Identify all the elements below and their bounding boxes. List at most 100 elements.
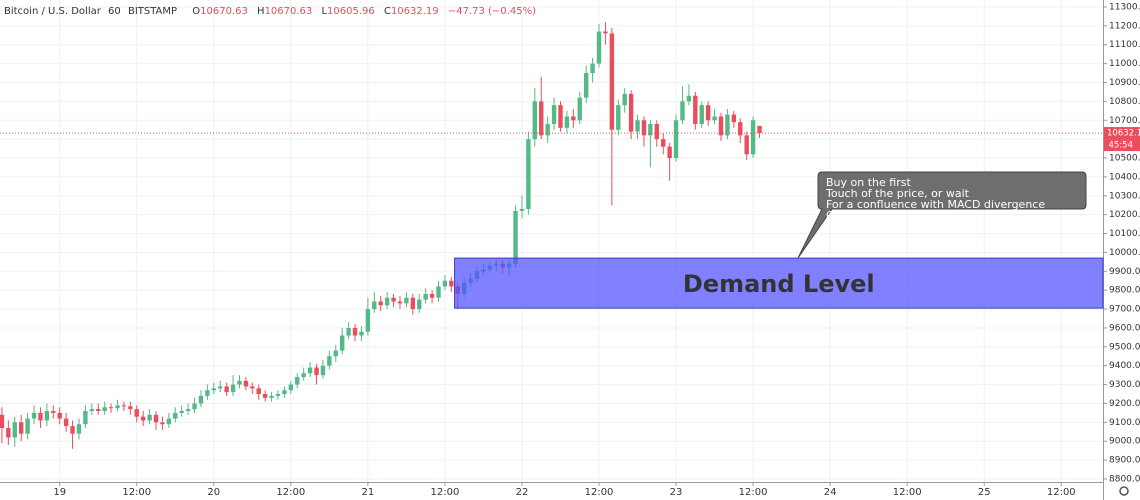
ohlc-letter: C [383,6,391,17]
candle-body [243,380,249,387]
change: −47.73 (−0.45%) [447,6,536,17]
candle-body [70,426,75,434]
candle-body [705,105,711,121]
candle-body [307,367,313,374]
candle-body [551,105,557,125]
candle-body [404,297,409,304]
candle-body [442,280,448,287]
candle-body [513,210,518,264]
candle-body [275,394,281,396]
y-tick-label: 9900.00 [1109,267,1140,277]
x-tick-label: 25 [978,487,991,498]
candle-body [339,335,345,351]
candle-body [346,327,351,336]
candle-body [115,405,120,409]
candle-body [526,139,531,209]
candle-body [230,384,236,393]
candle-body [391,297,396,302]
candle-body [179,411,184,413]
x-tick-label: 23 [670,487,683,498]
candle-body [12,422,17,438]
demand-zone [454,257,1104,309]
y-tick-label: 10800.00 [1109,97,1140,107]
y-tick-label: 9600.00 [1109,323,1140,333]
candle-body [320,365,326,376]
candle-body [205,390,210,396]
candle-body [577,97,582,121]
candle-body [140,416,146,421]
y-tick-label: 9000.00 [1109,437,1140,447]
candle-body [6,428,11,438]
exchange: BITSTAMP [127,6,178,17]
candle-body [147,414,152,421]
zone-label: Demand Level [683,270,875,298]
x-tick-label: 12:00 [431,487,460,498]
y-tick-label: 11200.00 [1109,21,1140,31]
candle-body [333,350,338,357]
candle-body [128,406,133,410]
candle-body [83,411,88,425]
y-tick-label: 10900.00 [1109,78,1140,88]
callout-text: Touch of the price, or wait [825,187,970,200]
candle-body [211,388,216,391]
candle-body [192,403,197,410]
candle-body [160,422,165,425]
x-tick-label: 12:00 [893,487,922,498]
candle-body [436,286,441,298]
ohlc-letter: L [321,6,328,17]
candle-body [198,395,204,404]
candle-body [699,105,704,125]
candle-body [750,120,756,155]
candle-body [121,405,127,407]
y-tick-label: 8800.00 [1109,474,1140,484]
candle-body [282,390,287,395]
candle-body [76,424,82,434]
candle-body [545,124,550,136]
candle-body [397,301,403,304]
candle-body [218,386,223,389]
candle-body [153,414,159,423]
settings-icon[interactable] [1119,486,1129,496]
x-tick-label: 22 [516,487,529,498]
candle-body [648,124,653,136]
candle-body [166,418,172,425]
candle-body [57,412,62,419]
candle-body [532,101,538,140]
y-tick-label: 10000.00 [1109,248,1140,258]
candle-body [635,120,640,132]
candle-body [712,116,717,121]
x-tick-label: 12:00 [276,487,305,498]
y-tick-label: 9800.00 [1109,286,1140,296]
candle-body [641,120,647,136]
candle-body [63,418,69,427]
ohlc-value: 10605.96 [327,6,375,17]
candle-body [744,135,749,155]
candle-body [359,331,364,336]
y-tick-label: 11100.00 [1109,40,1140,50]
candle-body [108,407,114,409]
candle-body [628,93,634,132]
candle-body [609,33,615,130]
candle-body [757,125,762,134]
candle-body [564,116,570,128]
ohlc-value: 10670.63 [200,6,248,17]
candle-body [89,409,95,412]
x-tick-label: 19 [53,487,66,498]
callout-text: Or candlestick pattern. [826,209,952,222]
y-tick-label: 10500.00 [1109,154,1140,164]
candle-body [365,309,371,332]
callout [797,171,1087,259]
candle-body [725,114,730,136]
candle-body [410,297,416,310]
candle-body [295,377,300,385]
x-tick-label: 12:00 [739,487,768,498]
candle-body [314,367,319,376]
ohlc-letter: O [192,6,201,17]
candle-body [429,293,435,298]
x-tick-label: 24 [824,487,837,498]
candle-body [327,356,332,366]
candle-body [519,208,525,211]
candle-body [288,384,294,391]
